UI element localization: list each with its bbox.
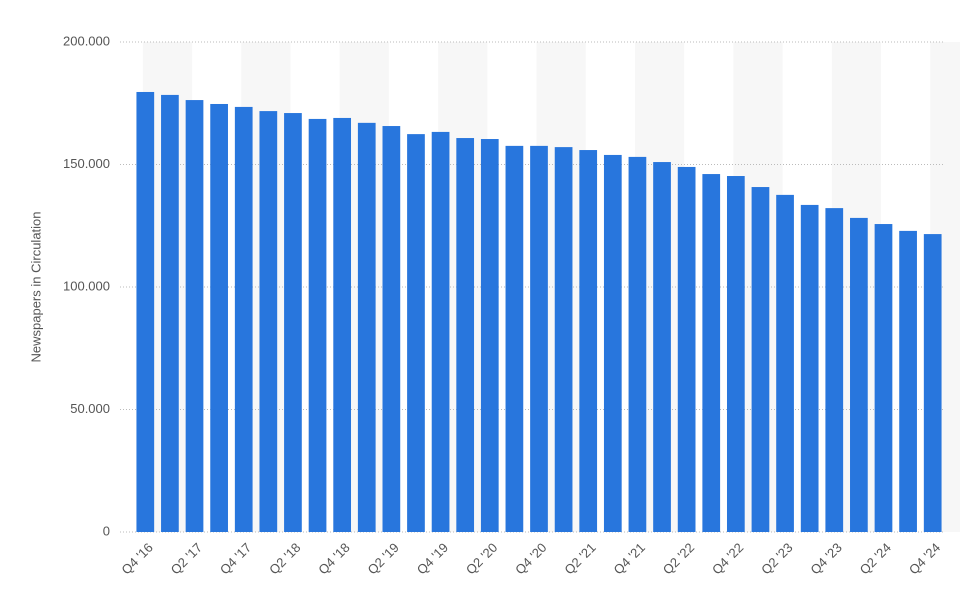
x-tick-label: Q4 '24: [906, 540, 943, 577]
x-tick-label: Q2 '17: [168, 540, 205, 577]
bar: [530, 145, 548, 532]
bar: [923, 234, 942, 532]
y-axis-title: Newspapers in Circulation: [28, 211, 43, 362]
bar: [776, 194, 794, 532]
x-tick-label: Q4 '22: [709, 540, 746, 577]
bar: [825, 208, 844, 533]
x-tick-label: Q4 '21: [611, 540, 648, 577]
bar: [480, 139, 499, 532]
x-tick-label: Q2 '20: [463, 540, 500, 577]
x-tick-label: Q4 '16: [118, 540, 155, 577]
y-tick-label: 0: [103, 523, 110, 538]
y-tick-label: 200.000: [63, 33, 110, 48]
bar: [431, 131, 450, 533]
x-tick-label: Q4 '17: [217, 540, 254, 577]
bar: [333, 117, 352, 532]
bar: [554, 147, 573, 533]
bar: [210, 103, 228, 533]
bar: [456, 138, 475, 533]
bar: [407, 134, 425, 532]
y-tick-label: 100.000: [63, 278, 110, 293]
x-tick-label: Q4 '20: [512, 540, 549, 577]
bar: [653, 162, 671, 533]
y-tick-label: 50.000: [70, 401, 110, 416]
bar: [628, 156, 647, 532]
bar: [357, 122, 376, 532]
x-tick-label: Q2 '22: [660, 540, 697, 577]
bar: [702, 174, 721, 532]
bar: [136, 91, 155, 532]
bar: [259, 111, 278, 532]
x-tick-label: Q2 '21: [561, 540, 598, 577]
bar: [899, 230, 917, 532]
bar: [308, 118, 327, 533]
bar: [161, 94, 179, 533]
x-tick-label: Q2 '23: [758, 540, 795, 577]
x-tick-label: Q2 '24: [857, 540, 894, 577]
bar: [874, 224, 893, 532]
bar: [234, 106, 253, 533]
x-tick-label: Q2 '18: [266, 540, 303, 577]
bar: [850, 217, 868, 532]
x-tick-label: Q4 '23: [807, 540, 844, 577]
bar: [751, 187, 770, 533]
x-tick-label: Q2 '19: [365, 540, 402, 577]
x-tick-label: Q4 '19: [414, 540, 451, 577]
bar: [579, 150, 598, 533]
x-tick-label: Q4 '18: [315, 540, 352, 577]
bar: [382, 126, 401, 532]
bar: [284, 113, 302, 533]
bar: [185, 100, 204, 532]
bar: [726, 176, 745, 532]
y-tick-label: 150.000: [63, 156, 110, 171]
bar: [603, 154, 622, 532]
bar: [800, 204, 819, 533]
bar: [505, 145, 524, 532]
bar: [677, 166, 696, 532]
